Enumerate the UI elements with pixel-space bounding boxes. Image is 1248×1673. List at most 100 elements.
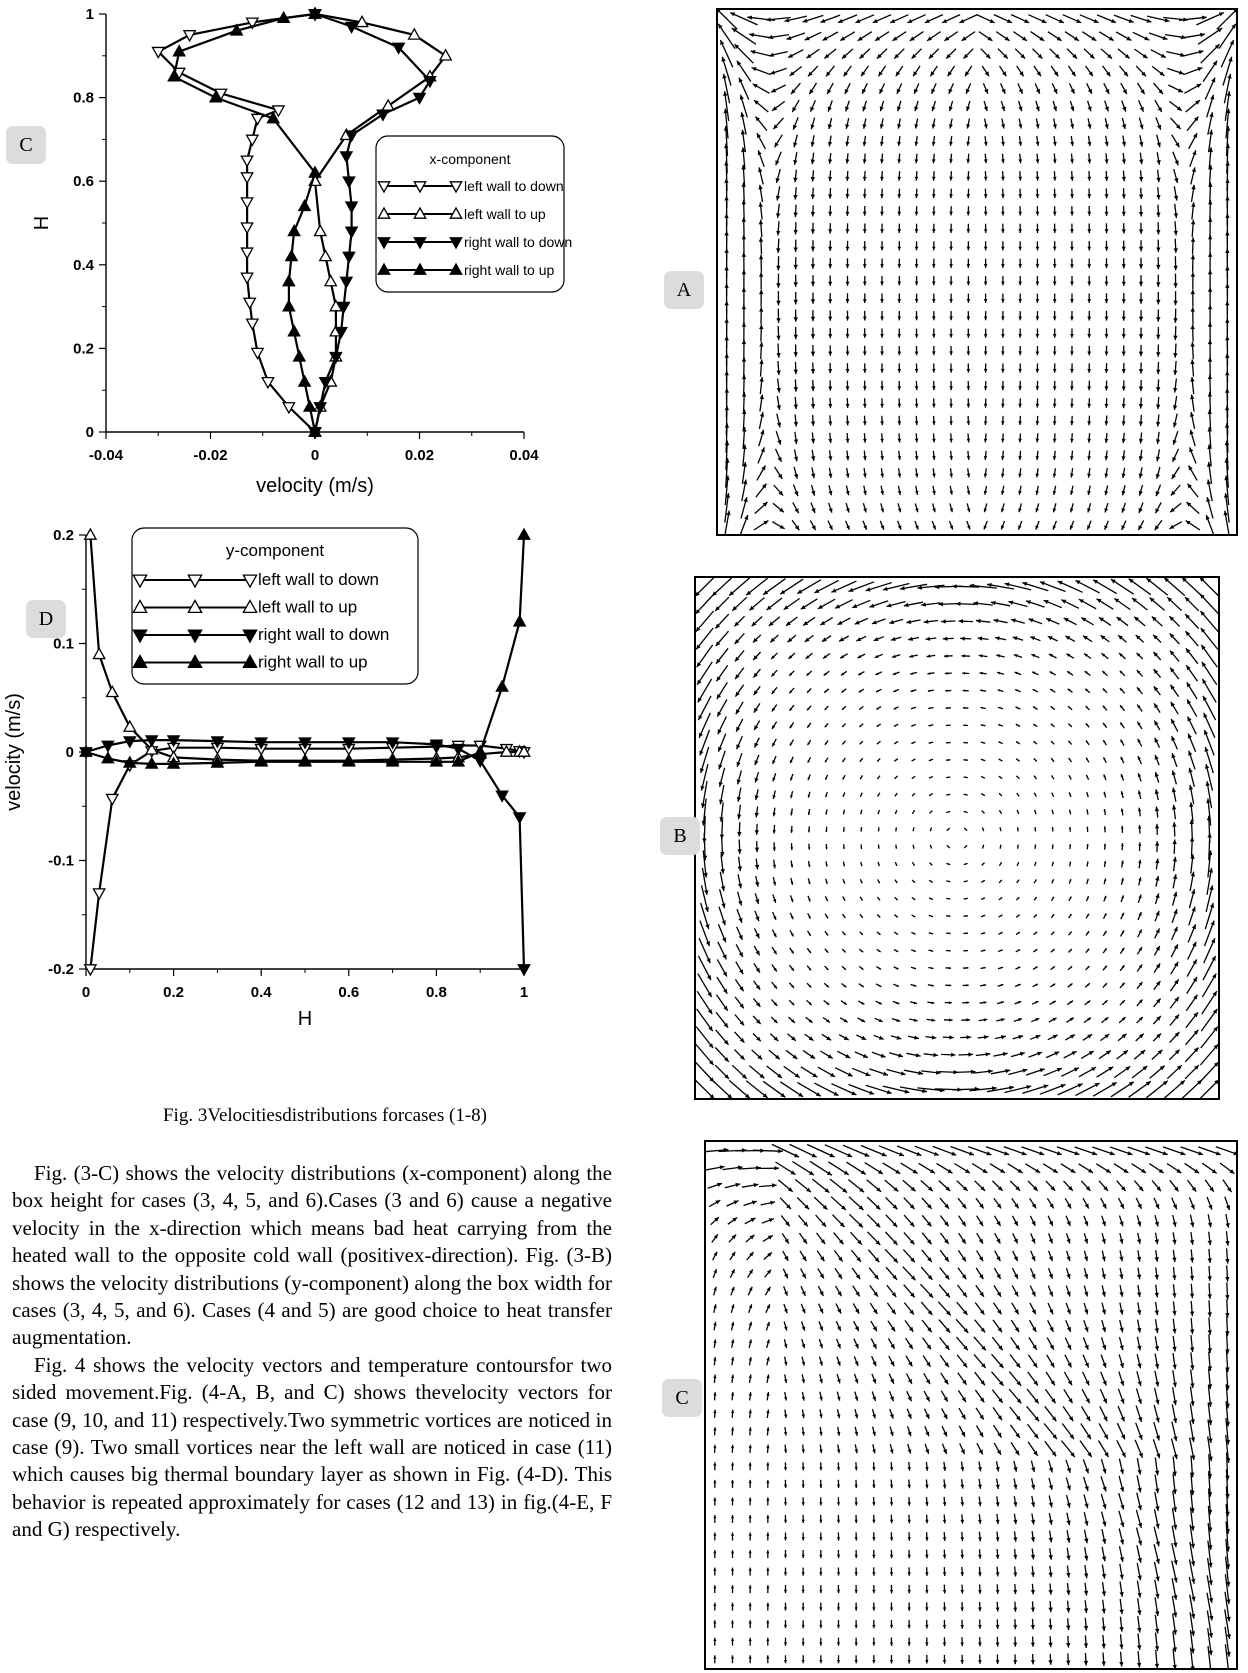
vector-arrowhead: [915, 439, 919, 443]
vector-arrowhead: [846, 386, 850, 390]
vector-arrowhead: [872, 1467, 875, 1471]
data-point: [252, 348, 263, 358]
vector-arrowhead: [828, 194, 832, 198]
vector-arrowhead: [908, 1572, 911, 1576]
vector-arrowhead: [802, 1467, 805, 1470]
vector-arrowhead: [1013, 1590, 1017, 1594]
vector-arrowhead: [742, 357, 746, 362]
vector-arrowhead: [915, 404, 919, 408]
vector-arrowhead: [713, 1427, 716, 1430]
vector-arrowhead: [742, 305, 746, 310]
vector-arrowhead: [802, 1660, 805, 1663]
vector-arrowhead: [811, 229, 815, 234]
vector-arrowhead: [784, 1625, 787, 1628]
data-point: [241, 273, 252, 283]
vector-arrowhead: [966, 1018, 970, 1021]
vector-arrowhead: [1156, 370, 1160, 375]
vector-arrowhead: [1209, 112, 1213, 117]
vector-arrowhead: [724, 213, 728, 218]
vector-arrowhead: [1013, 1643, 1017, 1647]
data-point: [244, 298, 255, 308]
vector-arrowhead: [759, 360, 763, 365]
vector-arrowhead: [759, 255, 763, 260]
vector-arrowhead: [984, 282, 988, 286]
vector-arrowhead: [963, 690, 966, 692]
vector-arrowhead: [1139, 352, 1143, 357]
x-tick-label: -0.02: [193, 447, 227, 464]
vector-arrowhead: [1036, 439, 1040, 443]
data-point: [294, 351, 305, 361]
vector-arrowhead: [949, 212, 953, 216]
data-point: [440, 50, 451, 60]
vector-arrowhead: [896, 1019, 900, 1022]
vector-arrowhead: [908, 637, 913, 641]
vector-arrowhead: [949, 159, 953, 163]
vector-arrowhead: [1070, 247, 1074, 251]
vector-arrowhead: [898, 299, 902, 303]
data-point: [518, 965, 529, 975]
y-tick-label: 0.2: [53, 527, 74, 544]
vector-arrowhead: [1036, 421, 1040, 425]
vector-arrowhead: [890, 1502, 893, 1506]
vector-arrowhead: [794, 491, 798, 496]
vector-arrowhead: [1018, 282, 1022, 286]
vector-arrowhead: [915, 369, 919, 373]
vector-arrowhead: [1122, 282, 1126, 286]
vector-arrowhead: [1191, 255, 1195, 260]
legend-label: right wall to up: [258, 653, 368, 672]
data-point: [320, 250, 331, 260]
x-tick-label: 0.2: [163, 984, 184, 1001]
vector-arrowhead: [1053, 247, 1057, 251]
vector-arrowhead: [828, 334, 832, 338]
vector-arrowhead: [1208, 235, 1212, 240]
vector-arrowhead: [802, 1590, 805, 1593]
vector-arrowhead: [863, 177, 867, 181]
vector-arrowhead: [908, 1520, 911, 1524]
vector-arrowhead: [837, 1607, 840, 1610]
vector-arrowhead: [802, 1607, 805, 1610]
vector-arrowhead: [749, 1620, 752, 1623]
vector-arrowhead: [846, 194, 850, 198]
vector-arrowhead: [811, 334, 815, 339]
vector-arrowhead: [1087, 247, 1091, 251]
vector-arrowhead: [1053, 352, 1057, 356]
vector-arrowhead: [1122, 177, 1126, 181]
vector-arrowhead: [898, 352, 902, 356]
vector-arrowhead: [846, 439, 850, 443]
vector-arrowhead: [1001, 299, 1005, 303]
vector-arrowhead: [890, 1555, 893, 1558]
vector-arrowhead: [1139, 334, 1143, 339]
vector-arrowhead: [925, 1449, 929, 1454]
vector-arrowhead: [925, 1660, 928, 1664]
vector-arrowhead: [949, 404, 953, 408]
vector-arrowhead: [880, 159, 884, 163]
vector-arrowhead: [1104, 826, 1106, 829]
vector-arrowhead: [1053, 194, 1057, 198]
vector-arrowhead: [897, 229, 901, 233]
vector-arrowhead: [1121, 843, 1124, 846]
vector-arrowhead: [863, 159, 867, 163]
vector-arrowhead: [908, 1660, 911, 1664]
vector-arrowhead: [1156, 230, 1160, 235]
vector-arrowhead: [1122, 317, 1126, 321]
vector-arrowhead: [722, 920, 726, 925]
legend-label: right wall to down: [258, 625, 389, 644]
vector-arrowhead: [978, 1607, 982, 1611]
vector-arrowhead: [1036, 334, 1040, 338]
vector-arrowhead: [984, 439, 988, 443]
vector-arrowhead: [1122, 229, 1126, 233]
vector-arrowhead: [846, 247, 850, 251]
vector-arrowhead: [1174, 231, 1178, 236]
vector-arrowhead: [978, 1625, 982, 1629]
vector-arrowhead: [967, 439, 971, 443]
vector-field-a: [716, 8, 1238, 536]
vector-arrowhead: [819, 1625, 822, 1628]
data-point: [288, 225, 299, 235]
vector-arrowhead: [1013, 1572, 1017, 1576]
vector-arrowhead: [984, 299, 988, 303]
vector-arrowhead: [1070, 421, 1074, 425]
vector-arrowhead: [872, 1397, 876, 1402]
vector-arrowhead: [1155, 841, 1159, 846]
vector-arrowhead: [1156, 352, 1160, 357]
